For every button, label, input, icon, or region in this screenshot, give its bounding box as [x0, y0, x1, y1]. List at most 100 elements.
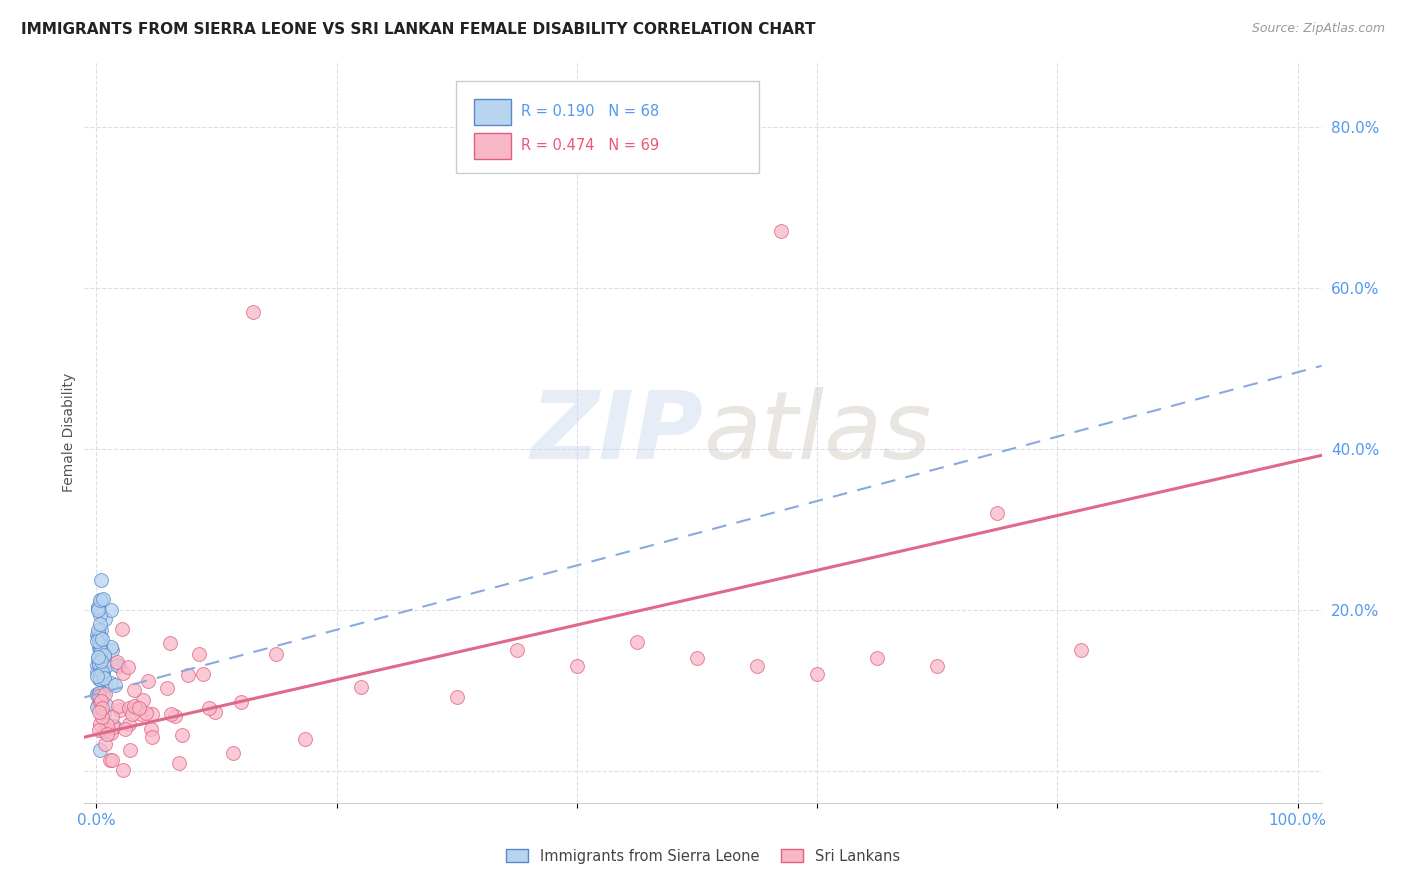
Point	[89, 640, 111, 655]
Point	[87, 657, 110, 671]
Point	[98, 753, 121, 767]
Point	[506, 643, 529, 657]
Point	[89, 689, 111, 703]
Point	[986, 506, 1008, 520]
Point	[128, 701, 150, 715]
Point	[87, 672, 110, 686]
Text: IMMIGRANTS FROM SIERRA LEONE VS SRI LANKAN FEMALE DISABILITY CORRELATION CHART: IMMIGRANTS FROM SIERRA LEONE VS SRI LANK…	[21, 22, 815, 37]
Point	[87, 705, 110, 719]
Point	[91, 701, 114, 715]
Legend: Immigrants from Sierra Leone, Sri Lankans: Immigrants from Sierra Leone, Sri Lankan…	[501, 843, 905, 870]
Point	[114, 722, 136, 736]
Point	[91, 591, 114, 606]
Point	[266, 647, 288, 661]
Point	[122, 698, 145, 713]
Point	[89, 637, 111, 651]
Point	[111, 622, 134, 636]
Point	[141, 707, 163, 722]
Point	[96, 718, 118, 732]
Point	[118, 743, 141, 757]
Point	[89, 695, 111, 709]
Point	[446, 690, 468, 704]
Text: Source: ZipAtlas.com: Source: ZipAtlas.com	[1251, 22, 1385, 36]
Point	[90, 632, 112, 646]
Point	[91, 665, 114, 680]
Point	[93, 648, 115, 663]
Point	[350, 680, 373, 694]
Point	[96, 657, 118, 672]
Point	[94, 698, 117, 712]
Point	[93, 707, 115, 722]
Point	[159, 707, 181, 722]
Point	[806, 667, 828, 681]
Point	[101, 643, 124, 657]
Point	[117, 659, 139, 673]
Point	[91, 665, 114, 680]
Point	[927, 659, 949, 673]
Point	[91, 709, 114, 723]
Point	[176, 668, 198, 682]
Point	[90, 693, 112, 707]
Point	[87, 632, 110, 646]
Point	[111, 665, 134, 680]
Point	[204, 706, 226, 720]
Point	[89, 635, 111, 649]
Point	[100, 603, 122, 617]
Point	[90, 669, 112, 683]
Point	[105, 657, 128, 672]
Point	[87, 600, 110, 615]
Point	[87, 651, 110, 665]
Point	[94, 737, 117, 751]
Point	[93, 687, 115, 701]
Point	[86, 699, 108, 714]
Point	[90, 573, 112, 587]
Point	[91, 686, 114, 700]
Point	[89, 631, 111, 645]
FancyBboxPatch shape	[474, 133, 512, 160]
Point	[122, 682, 145, 697]
Point	[87, 624, 110, 638]
Point	[565, 659, 588, 673]
Point	[86, 603, 108, 617]
Point	[221, 747, 243, 761]
Y-axis label: Female Disability: Female Disability	[62, 373, 76, 492]
Point	[111, 763, 134, 777]
Point	[94, 679, 117, 693]
Point	[93, 649, 115, 664]
Point	[108, 658, 131, 673]
Point	[686, 651, 709, 665]
Point	[89, 600, 111, 615]
Point	[93, 724, 115, 739]
Point	[124, 701, 146, 715]
FancyBboxPatch shape	[474, 99, 512, 125]
Point	[131, 706, 153, 721]
Point	[86, 634, 108, 648]
Point	[87, 723, 110, 737]
Point	[118, 717, 141, 731]
Point	[770, 224, 793, 238]
Point	[89, 668, 111, 682]
Point	[86, 687, 108, 701]
Point	[118, 700, 141, 714]
Point	[86, 689, 108, 703]
Text: R = 0.474   N = 69: R = 0.474 N = 69	[522, 138, 659, 153]
Point	[94, 612, 117, 626]
Point	[1070, 643, 1092, 657]
Point	[89, 607, 111, 622]
Point	[93, 671, 115, 685]
Point	[87, 656, 110, 670]
Point	[198, 701, 221, 715]
Point	[169, 756, 191, 770]
Point	[101, 753, 124, 767]
Point	[136, 673, 159, 688]
Point	[103, 719, 125, 733]
Point	[89, 631, 111, 645]
Point	[93, 676, 115, 690]
Point	[90, 593, 112, 607]
Point	[87, 650, 110, 665]
Point	[90, 662, 112, 676]
Point	[135, 706, 157, 721]
Point	[100, 640, 122, 654]
Point	[866, 651, 889, 665]
Point	[89, 616, 111, 631]
